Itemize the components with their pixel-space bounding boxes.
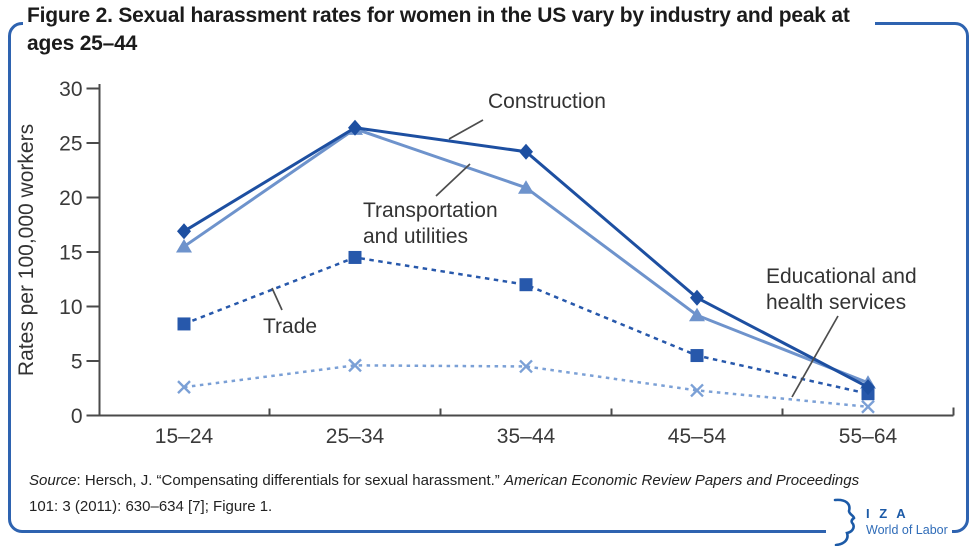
iza-head-icon [833,498,856,546]
series-line-construction [183,126,869,389]
marker-educational-and-health-services [861,399,875,414]
figure-title-line2: ages 25–44 [27,32,138,55]
chart-canvas: 0 5 10 15 20 25 30 15–24 25–34 35–44 45–54 55–64 Con… [59,78,955,448]
iza-world-of-labor-logo: I Z A World of Labor [826,497,952,547]
source-journal: American Economic Review Papers and Proc… [503,472,860,489]
marker-construction [690,289,704,306]
series-label-trade: Trade [263,315,317,338]
y-tick-label: 5 [71,351,83,374]
source-label: Source [29,472,77,489]
series-label-educational-and-health-services: health services [766,291,906,314]
iza-tagline: World of Labor [866,523,948,538]
source-citation: : Hersch, J. “Compensating differentials… [76,472,504,489]
figure-title-line1: Figure 2. Sexual harassment rates for wo… [27,4,850,27]
source-line2: 101: 3 (2011): 630–634 [7]; Figure 1. [29,498,273,515]
leader-line-construction [448,119,484,140]
marker-construction [519,143,533,160]
leader-line-transportation-and-utilities [435,163,471,197]
y-tick-label: 30 [59,78,82,101]
marker-transportation-and-utilities [518,180,534,194]
series-line-educational-and-health-services [183,364,869,409]
y-tick-label: 0 [71,405,83,428]
marker-educational-and-health-services [519,359,533,374]
y-tick-label: 20 [59,187,82,210]
x-tick-label: 55–64 [839,425,898,448]
series-label-transportation-and-utilities: and utilities [363,225,468,248]
series-line-transportation-and-utilities [183,127,869,385]
marker-educational-and-health-services [348,358,362,373]
x-tick-label: 35–44 [497,425,556,448]
marker-trade [177,317,191,331]
marker-transportation-and-utilities [689,307,705,322]
figure-title: Figure 2. Sexual harassment rates for wo… [23,0,875,60]
iza-org-name: I Z A [866,506,909,522]
leader-line-trade [271,287,283,311]
x-tick-label: 15–24 [155,425,214,448]
leader-line-educational-and-health-services [791,315,839,398]
series-label-transportation-and-utilities: Transportation [363,199,498,222]
marker-educational-and-health-services [690,383,704,398]
y-tick-label: 10 [59,296,82,319]
x-tick-label: 25–34 [326,425,385,448]
source-line1: Source: Hersch, J. “Compensating differe… [29,468,949,494]
y-tick-label: 25 [59,133,82,156]
marker-trade [519,278,533,292]
series-label-educational-and-health-services: Educational and [766,265,917,288]
marker-trade [348,250,362,264]
y-tick-label: 15 [59,242,82,265]
x-tick-label: 45–54 [668,425,727,448]
marker-construction [861,379,875,396]
iza-logo-text: I Z A World of Labor [866,507,948,537]
marker-educational-and-health-services [177,380,191,395]
marker-construction [177,223,191,240]
series-label-construction: Construction [488,90,606,113]
marker-transportation-and-utilities [176,239,192,253]
marker-trade [690,349,704,363]
marker-construction [348,119,362,136]
source-note: Source: Hersch, J. “Compensating differe… [29,468,949,520]
